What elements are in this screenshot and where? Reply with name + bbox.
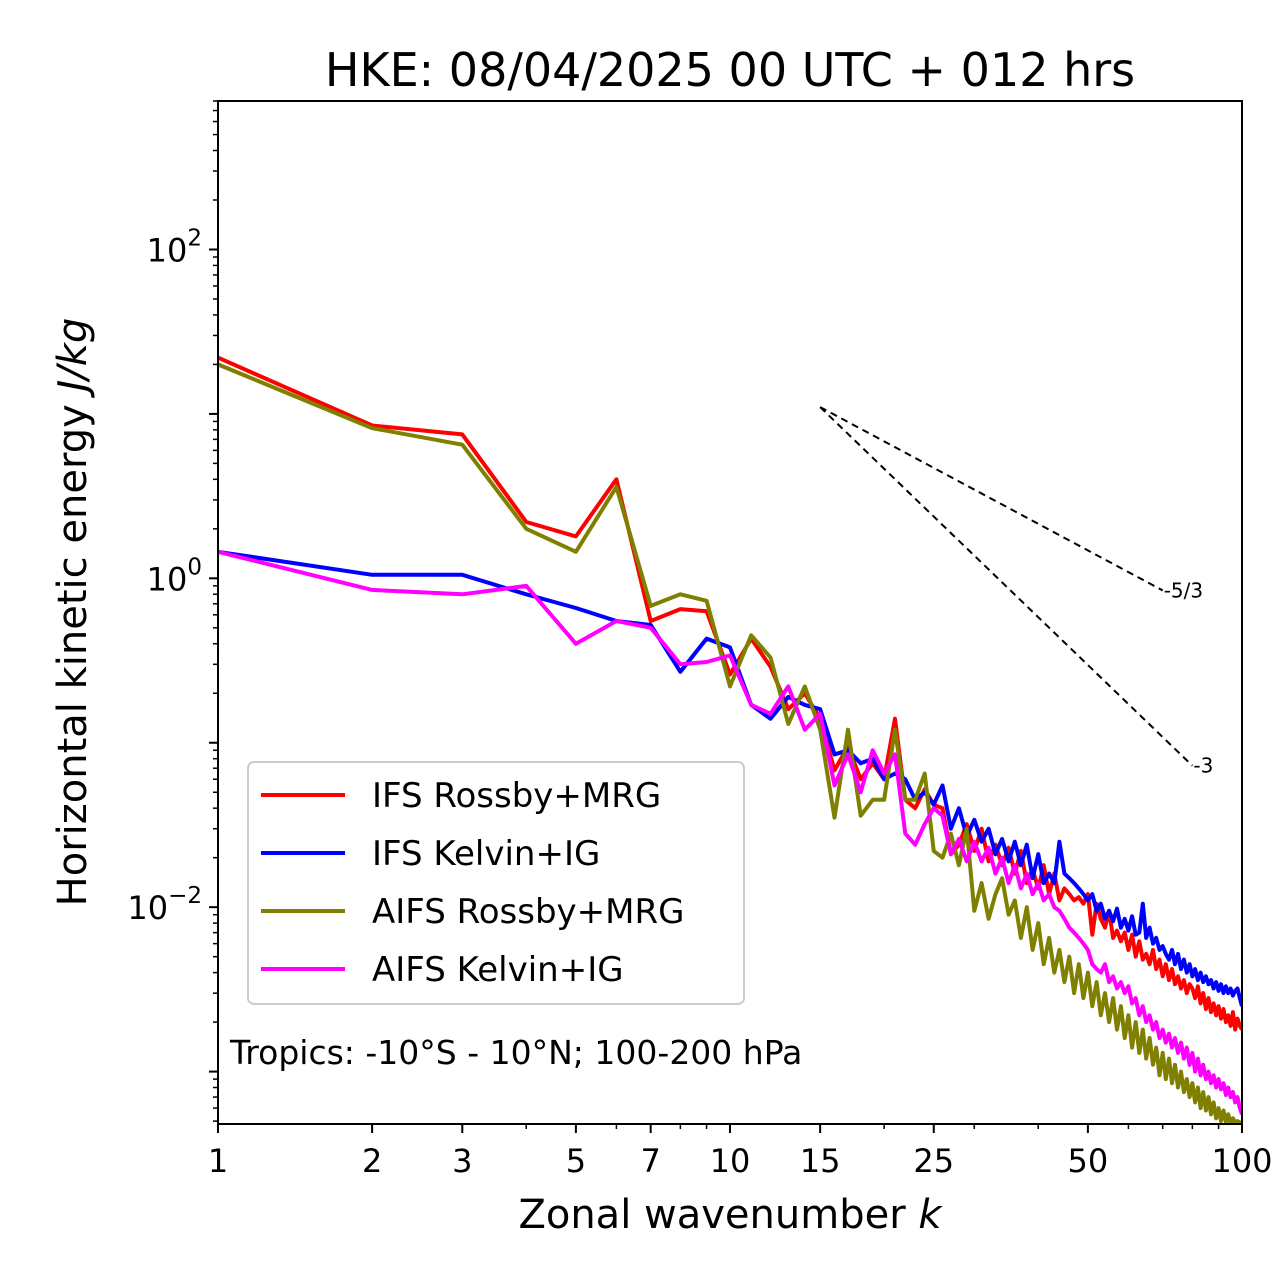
legend-label-3: AIFS Rossby+MRG [372, 892, 684, 932]
x-tick-label: 1 [208, 1142, 228, 1180]
chart-title: HKE: 08/04/2025 00 UTC + 012 hrs [325, 43, 1135, 97]
y-axis-ticks: 10−2 100 102 [127, 100, 218, 1122]
x-tick-label: 2 [362, 1142, 382, 1180]
x-axis-label: Zonal wavenumber k [518, 1192, 943, 1238]
series-line-2 [218, 549, 1242, 1007]
legend-label-1: IFS Rossby+MRG [372, 776, 661, 816]
region-annotation: Tropics: -10°S - 10°N; 100-200 hPa [229, 1033, 802, 1072]
y-tick-label: 100 [147, 554, 202, 598]
x-tick-label: 15 [800, 1142, 841, 1180]
x-axis-ticks: 1 2 3 5 7 10 15 25 50 100 [208, 1124, 1273, 1180]
y-axis-label: Horizontal kinetic energy J/kg [50, 318, 96, 907]
x-tick-label: 25 [913, 1142, 954, 1180]
legend-box [247, 761, 745, 1005]
y-tick-label: 10−2 [127, 883, 202, 927]
series-group [218, 355, 1242, 1124]
legend-label-4: AIFS Kelvin+IG [372, 950, 624, 990]
slope-line-1 [819, 406, 1164, 592]
x-tick-label: 5 [566, 1142, 586, 1180]
x-tick-label: 50 [1068, 1142, 1109, 1180]
slope-label-1: -5/3 [1164, 578, 1203, 602]
y-tick-label: 102 [147, 225, 202, 269]
reference-slopes: -5/3 -3 [819, 406, 1213, 778]
x-tick-label: 100 [1211, 1142, 1272, 1180]
x-tick-label: 3 [452, 1142, 472, 1180]
legend: IFS Rossby+MRG IFS Kelvin+IG AIFS Rossby+M… [247, 761, 745, 1005]
slope-label-2: -3 [1193, 754, 1213, 778]
slope-line-2 [819, 406, 1194, 767]
series-line-4 [218, 549, 1242, 1115]
x-tick-label: 10 [710, 1142, 751, 1180]
series-line-3 [218, 362, 1242, 1124]
x-tick-label: 7 [641, 1142, 661, 1180]
legend-label-2: IFS Kelvin+IG [372, 834, 600, 874]
